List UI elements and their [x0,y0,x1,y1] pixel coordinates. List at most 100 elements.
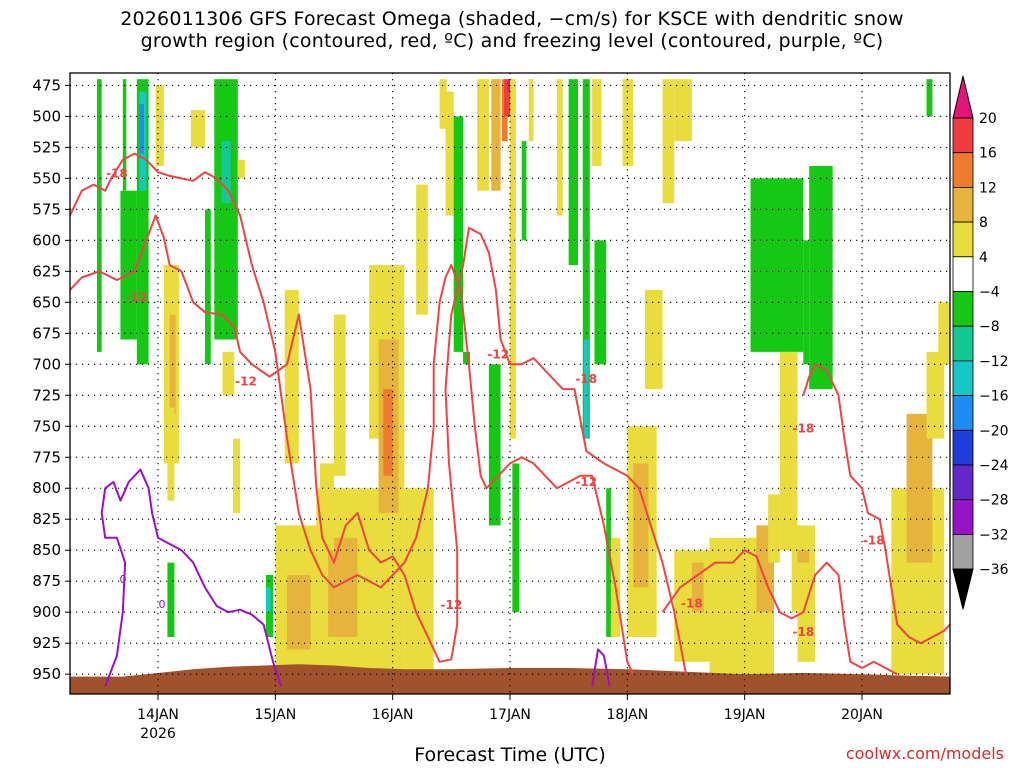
colorbar-label: 20 [979,111,997,127]
omega-cell [582,79,590,439]
omega-cell [815,190,830,266]
omega-cell [122,79,127,191]
colorbar-bin [952,221,974,258]
freezing-level-contour [591,648,611,687]
colorbar-label: 4 [979,250,988,266]
dgz-contour-label: -18 [106,166,128,180]
omega-cell [594,240,607,365]
y-tick-label: 925 [32,634,61,652]
omega-cell [167,407,175,501]
omega-cell [662,79,675,204]
omega-cell [583,339,589,439]
colorbar-under-arrow [952,568,974,610]
colorbar-bin [952,186,974,223]
y-tick-label: 700 [32,355,61,373]
omega-cell [768,494,780,563]
colorbar-over-arrow [952,75,974,119]
y-tick-label: 500 [32,107,61,125]
freezing-contour-label: 0 [159,598,166,611]
colorbar-bin [952,534,974,570]
omega-cell [606,488,611,637]
x-tick-label: 14JAN [137,707,179,723]
omega-cell [221,141,231,204]
omega-cell [190,110,205,148]
freezing-level-contour [100,468,283,687]
colorbar-bin [952,360,974,396]
dgz-contour-label: -12 [440,598,462,612]
x-tick-label: 17JAN [489,707,531,723]
omega-cell [803,240,810,365]
omega-cell [644,289,663,390]
omega-cell [383,389,393,476]
y-tick-label: 600 [32,231,61,249]
colorbar-label: −16 [979,389,1009,405]
y-tick-label: 675 [32,324,61,342]
omega-cell [488,364,501,526]
y-tick-label: 525 [32,138,61,156]
omega-cell [328,537,358,637]
x-tick-year-label: 2026 [140,726,176,742]
colorbar-bin [952,117,974,154]
colorbar-label: −8 [979,319,1000,335]
y-tick-label: 475 [32,76,61,94]
x-axis: 14JAN 2026 15JAN 16JAN 17JAN 18JAN 19JAN 20JAN [137,694,883,742]
y-tick-label: 775 [32,448,61,466]
omega-cell [453,116,464,352]
omega-cell [139,103,144,154]
colorbar-bin [952,152,974,188]
colorbar-bin [952,291,974,327]
omega-cell [768,190,787,266]
colorbar: 20 16 12 8 4 −4 −8 −12 −16 −20 −24 −28 −32 −36 [952,75,1009,610]
omega-cell [622,79,634,166]
colorbar-label: −28 [979,493,1009,509]
chart-title-line-2: growth region (contoured, red, ºC) and f… [140,30,884,52]
colorbar-bin [952,464,974,501]
dgz-contour-minus18 [802,363,950,645]
colorbar-label: 16 [979,146,997,162]
y-tick-label: 900 [32,603,61,621]
y-tick-label: 575 [32,200,61,218]
omega-cell [568,79,579,266]
colorbar-label: −24 [979,458,1009,474]
omega-cell [633,463,649,588]
y-tick-label: 950 [32,665,61,683]
omega-cell [477,79,489,191]
omega-cell [319,463,334,551]
y-axis: 475 500 525 550 575 600 625 650 675 700 725 750 775 8… [32,76,70,683]
omega-cell [674,79,692,142]
y-tick-label: 750 [32,417,61,435]
omega-cell [926,79,933,117]
dgz-contour-label: -18 [681,597,703,611]
colorbar-bin [952,325,974,362]
omega-cell [96,79,102,352]
y-tick-label: 825 [32,510,61,528]
omega-cell [334,314,346,476]
omega-shading-layer [96,79,950,675]
dgz-contour-label: -18 [792,422,814,436]
omega-cell [204,209,211,365]
dgz-contour-label: -12 [126,290,148,304]
omega-cell [926,351,945,439]
omega-cell [136,79,149,365]
omega-cell [592,79,602,166]
omega-cell [155,85,164,166]
omega-cell [510,79,516,439]
colorbar-label: −20 [979,423,1009,439]
omega-cell [439,79,447,129]
y-tick-label: 650 [32,293,61,311]
omega-cell [779,351,798,551]
colorbar-label: 8 [979,215,988,231]
colorbar-bin [952,499,974,535]
x-tick-label: 19JAN [724,707,766,723]
omega-cell [233,438,241,514]
colorbar-bin [952,395,974,431]
omega-cell [491,79,501,191]
site-credit: coolwx.com/models [845,744,1004,763]
dgz-contour-minus12 [70,214,687,675]
y-tick-label: 625 [32,262,61,280]
x-axis-label: Forecast Time (UTC) [414,744,606,766]
omega-cell [463,351,471,365]
x-tick-label: 15JAN [254,707,296,723]
freezing-contour-label: 0 [120,573,127,586]
y-tick-label: 725 [32,386,61,404]
